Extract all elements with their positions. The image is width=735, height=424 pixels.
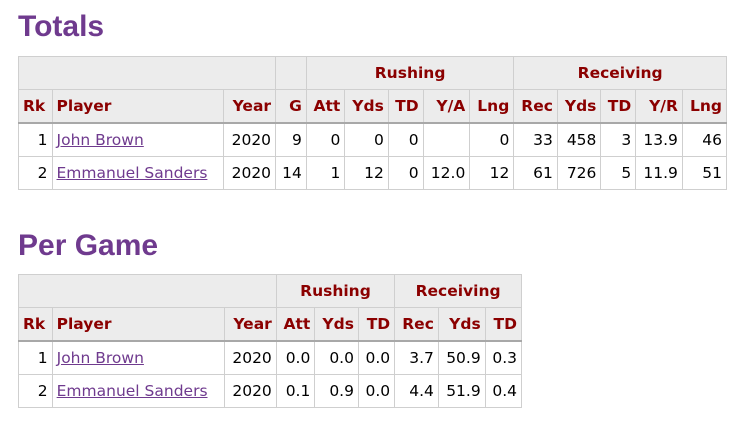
group-header-blank bbox=[18, 274, 277, 308]
rush-att-cell: 0.0 bbox=[275, 340, 316, 375]
rush-att-cell: 1 bbox=[305, 156, 346, 190]
rush-att-cell: 0 bbox=[305, 122, 346, 157]
group-header-rushing: Rushing bbox=[305, 56, 515, 90]
year-cell: 2020 bbox=[223, 340, 277, 375]
year-cell: 2020 bbox=[223, 156, 277, 190]
column-header-rush-yds[interactable]: Yds bbox=[314, 307, 359, 342]
group-header-receiving: Receiving bbox=[513, 56, 727, 90]
column-header-player[interactable]: Player bbox=[51, 307, 225, 342]
rush-ya-cell bbox=[422, 122, 471, 157]
rush-td-cell: 0.0 bbox=[357, 374, 396, 408]
games-cell: 14 bbox=[275, 156, 307, 190]
rec-yr-cell: 13.9 bbox=[635, 122, 683, 157]
per-game-table: Rushing Receiving Rk Player Year Att Yds… bbox=[18, 274, 523, 408]
column-header-rk[interactable]: Rk bbox=[18, 89, 53, 124]
column-header-row: Rk Player Year Att Yds TD Rec Yds TD bbox=[18, 307, 523, 342]
rec-yds-cell: 726 bbox=[556, 156, 602, 190]
group-header-rushing: Rushing bbox=[275, 274, 396, 308]
rec-td-cell: 0.3 bbox=[484, 340, 523, 375]
rush-td-cell: 0 bbox=[387, 156, 424, 190]
rush-td-cell: 0.0 bbox=[357, 340, 396, 375]
rush-yds-cell: 0 bbox=[344, 122, 389, 157]
column-header-player[interactable]: Player bbox=[51, 89, 225, 124]
games-cell: 9 bbox=[275, 122, 307, 157]
column-header-rush-ya[interactable]: Y/A bbox=[422, 89, 471, 124]
column-header-rec-td[interactable]: TD bbox=[600, 89, 637, 124]
rec-yds-cell: 51.9 bbox=[437, 374, 486, 408]
rank-cell: 1 bbox=[18, 122, 53, 157]
player-link[interactable]: Emmanuel Sanders bbox=[56, 382, 208, 400]
rec-cell: 61 bbox=[513, 156, 558, 190]
year-cell: 2020 bbox=[223, 374, 277, 408]
rush-ya-cell: 12.0 bbox=[422, 156, 471, 190]
table-row: 2 Emmanuel Sanders 2020 14 1 12 0 12.0 1… bbox=[18, 156, 728, 190]
column-header-year[interactable]: Year bbox=[223, 307, 277, 342]
totals-table: Rushing Receiving Rk Player Year G Att Y… bbox=[17, 56, 728, 190]
rec-cell: 4.4 bbox=[394, 374, 439, 408]
column-header-rec[interactable]: Rec bbox=[513, 89, 558, 124]
year-cell: 2020 bbox=[223, 122, 277, 157]
column-header-year[interactable]: Year bbox=[223, 89, 277, 124]
rush-yds-cell: 12 bbox=[344, 156, 389, 190]
rec-cell: 33 bbox=[513, 122, 558, 157]
player-link[interactable]: John Brown bbox=[56, 349, 144, 367]
column-header-rush-td[interactable]: TD bbox=[357, 307, 396, 342]
column-header-rk[interactable]: Rk bbox=[18, 307, 53, 342]
group-header-blank bbox=[275, 56, 307, 90]
column-header-row: Rk Player Year G Att Yds TD Y/A Lng Rec … bbox=[18, 89, 728, 124]
rank-cell: 1 bbox=[18, 340, 53, 375]
player-link[interactable]: Emmanuel Sanders bbox=[56, 164, 208, 182]
column-header-rec-yr[interactable]: Y/R bbox=[635, 89, 683, 124]
rush-yds-cell: 0.0 bbox=[314, 340, 359, 375]
rec-yr-cell: 11.9 bbox=[635, 156, 683, 190]
player-cell: Emmanuel Sanders bbox=[51, 374, 225, 408]
column-header-rec[interactable]: Rec bbox=[394, 307, 439, 342]
rank-cell: 2 bbox=[18, 156, 53, 190]
rush-att-cell: 0.1 bbox=[275, 374, 316, 408]
rec-lng-cell: 46 bbox=[681, 122, 728, 157]
group-header-row: Rushing Receiving bbox=[18, 274, 522, 308]
column-header-rec-yds[interactable]: Yds bbox=[437, 307, 486, 342]
rec-cell: 3.7 bbox=[394, 340, 439, 375]
rec-td-cell: 5 bbox=[600, 156, 637, 190]
rec-td-cell: 3 bbox=[600, 122, 637, 157]
column-header-rush-yds[interactable]: Yds bbox=[344, 89, 389, 124]
column-header-rush-lng[interactable]: Lng bbox=[469, 89, 515, 124]
column-header-rush-td[interactable]: TD bbox=[387, 89, 424, 124]
player-link[interactable]: John Brown bbox=[56, 131, 144, 149]
rush-yds-cell: 0.9 bbox=[314, 374, 359, 408]
rec-yds-cell: 458 bbox=[556, 122, 602, 157]
column-header-rec-yds[interactable]: Yds bbox=[556, 89, 602, 124]
rank-cell: 2 bbox=[18, 374, 53, 408]
column-header-g[interactable]: G bbox=[275, 89, 307, 124]
rush-td-cell: 0 bbox=[387, 122, 424, 157]
per-game-title: Per Game bbox=[18, 229, 159, 262]
rec-td-cell: 0.4 bbox=[484, 374, 523, 408]
totals-title: Totals bbox=[18, 10, 105, 43]
table-row: 1 John Brown 2020 9 0 0 0 0 33 458 3 13.… bbox=[18, 122, 728, 157]
player-cell: John Brown bbox=[51, 340, 225, 375]
column-header-rush-att[interactable]: Att bbox=[275, 307, 316, 342]
column-header-rush-att[interactable]: Att bbox=[305, 89, 346, 124]
group-header-row: Rushing Receiving bbox=[17, 56, 727, 90]
column-header-rec-td[interactable]: TD bbox=[484, 307, 523, 342]
rush-lng-cell: 12 bbox=[469, 156, 515, 190]
column-header-rec-lng[interactable]: Lng bbox=[681, 89, 728, 124]
rush-lng-cell: 0 bbox=[469, 122, 515, 157]
group-header-receiving: Receiving bbox=[394, 274, 522, 308]
rec-lng-cell: 51 bbox=[681, 156, 728, 190]
table-row: 1 John Brown 2020 0.0 0.0 0.0 3.7 50.9 0… bbox=[18, 340, 523, 375]
rec-yds-cell: 50.9 bbox=[437, 340, 486, 375]
table-row: 2 Emmanuel Sanders 2020 0.1 0.9 0.0 4.4 … bbox=[18, 374, 523, 408]
player-cell: John Brown bbox=[51, 122, 225, 157]
player-cell: Emmanuel Sanders bbox=[51, 156, 225, 190]
group-header-blank bbox=[17, 56, 277, 90]
